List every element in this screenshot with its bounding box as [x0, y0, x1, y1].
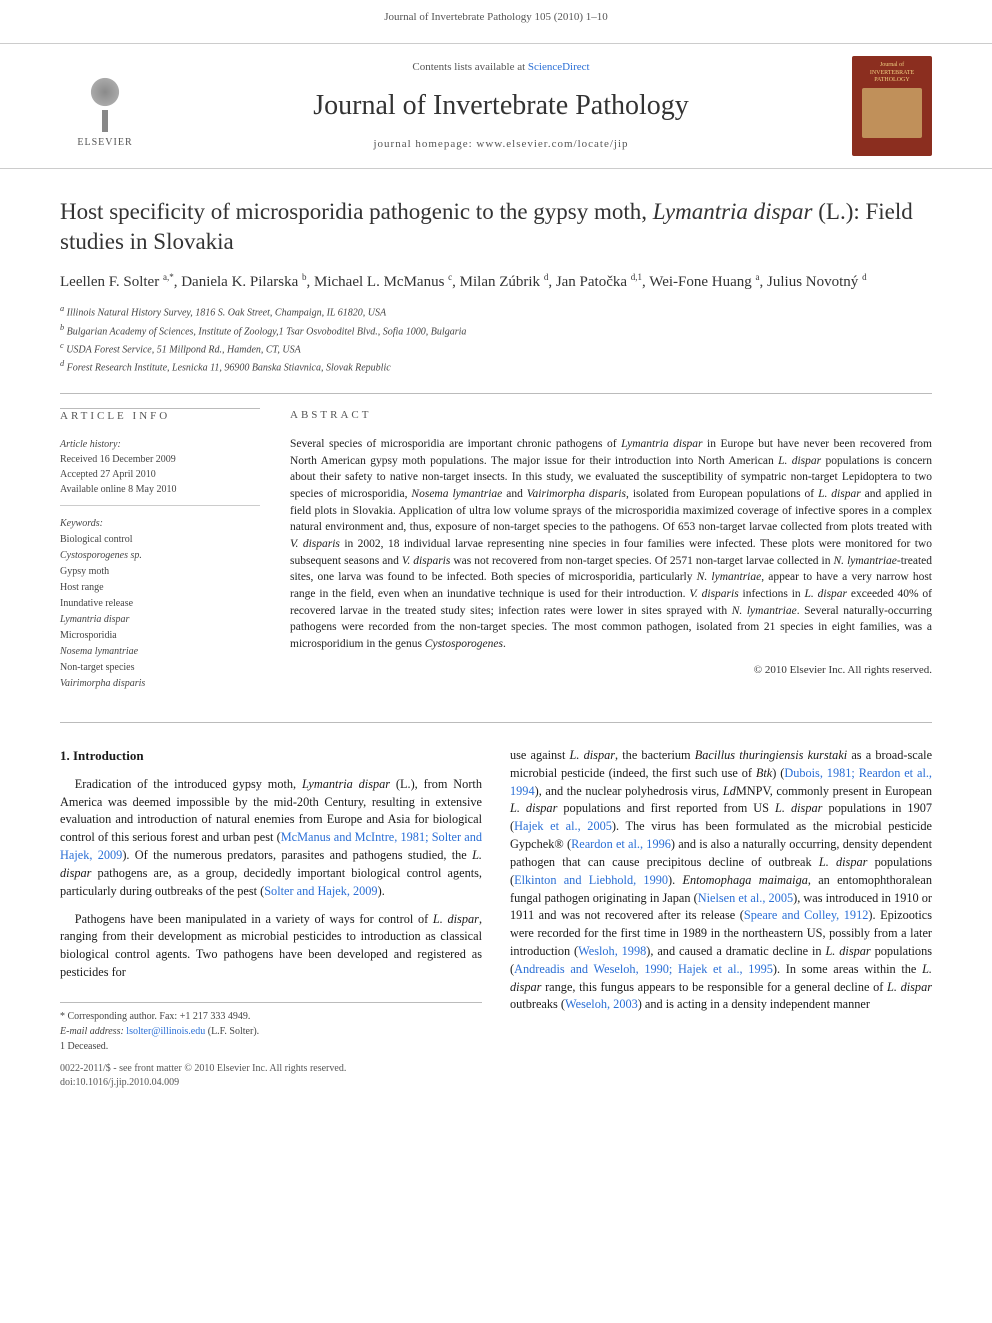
- title-italic: Lymantria dispar: [653, 199, 813, 224]
- keyword: Inundative release: [60, 596, 260, 612]
- keyword: Non-target species: [60, 660, 260, 676]
- email-line: E-mail address: lsolter@illinois.edu (L.…: [60, 1024, 482, 1039]
- footer-meta: 0022-2011/$ - see front matter © 2010 El…: [0, 1054, 992, 1110]
- contents-line: Contents lists available at ScienceDirec…: [170, 60, 832, 75]
- online-date: Available online 8 May 2010: [60, 482, 260, 497]
- affiliation-line: d Forest Research Institute, Lesnicka 11…: [60, 358, 932, 375]
- citation-link[interactable]: Solter and Hajek, 2009: [264, 884, 377, 898]
- intro-p2: Pathogens have been manipulated in a var…: [60, 911, 482, 982]
- keyword: Microsporidia: [60, 628, 260, 644]
- article-info-label: ARTICLE INFO: [60, 409, 260, 424]
- abstract-label: ABSTRACT: [290, 408, 932, 423]
- authors-line: Leellen F. Solter a,*, Daniela K. Pilars…: [60, 271, 932, 293]
- keyword: Cystosporogenes sp.: [60, 548, 260, 564]
- article-info: ARTICLE INFO Article history: Received 1…: [60, 408, 260, 691]
- title-part1: Host specificity of microsporidia pathog…: [60, 199, 653, 224]
- body-columns: 1. Introduction Eradication of the intro…: [60, 747, 932, 1054]
- keywords-block: Keywords: Biological controlCystosporoge…: [60, 516, 260, 692]
- accepted-date: Accepted 27 April 2010: [60, 467, 260, 482]
- article-history: Article history: Received 16 December 20…: [60, 437, 260, 506]
- citation-link[interactable]: Elkinton and Liebhold, 1990: [514, 873, 668, 887]
- section-rule: [60, 722, 932, 723]
- email-label: E-mail address:: [60, 1026, 126, 1037]
- corr-author-note: * Corresponding author. Fax: +1 217 333 …: [60, 1009, 482, 1024]
- front-matter-line: 0022-2011/$ - see front matter © 2010 El…: [60, 1062, 932, 1076]
- keyword: Host range: [60, 580, 260, 596]
- article-title: Host specificity of microsporidia pathog…: [60, 197, 932, 257]
- journal-name: Journal of Invertebrate Pathology: [170, 86, 832, 125]
- abstract: ABSTRACT Several species of microsporidi…: [290, 408, 932, 691]
- publisher-logo-block: ELSEVIER: [60, 62, 150, 150]
- citation-link[interactable]: Wesloh, 1998: [578, 944, 646, 958]
- keyword: Vairimorpha disparis: [60, 676, 260, 692]
- citation-link[interactable]: Nielsen et al., 2005: [698, 891, 793, 905]
- citation-link[interactable]: Dubois, 1981; Reardon et al., 1994: [510, 766, 932, 798]
- journal-cover-thumb: Journal of INVERTEBRATE PATHOLOGY: [852, 56, 932, 156]
- intro-heading: 1. Introduction: [60, 747, 482, 766]
- citation-link[interactable]: Andreadis and Weseloh, 1990; Hajek et al…: [514, 962, 773, 976]
- cover-title: Journal of INVERTEBRATE PATHOLOGY: [870, 62, 914, 84]
- footnotes: * Corresponding author. Fax: +1 217 333 …: [60, 1002, 482, 1054]
- column-left: 1. Introduction Eradication of the intro…: [60, 747, 482, 1054]
- masthead-center: Contents lists available at ScienceDirec…: [170, 60, 832, 152]
- deceased-note: 1 Deceased.: [60, 1039, 482, 1054]
- citation-link[interactable]: Hajek et al., 2005: [514, 819, 612, 833]
- citation-link[interactable]: Reardon et al., 1996: [571, 837, 671, 851]
- column-right: use against L. dispar, the bacterium Bac…: [510, 747, 932, 1054]
- intro-p3: use against L. dispar, the bacterium Bac…: [510, 747, 932, 1014]
- contents-prefix: Contents lists available at: [412, 61, 527, 73]
- affiliation-line: c USDA Forest Service, 51 Millpond Rd., …: [60, 340, 932, 357]
- sciencedirect-link[interactable]: ScienceDirect: [528, 61, 590, 73]
- masthead: ELSEVIER Contents lists available at Sci…: [0, 43, 992, 169]
- citation-link[interactable]: Weseloh, 2003: [565, 997, 638, 1011]
- journal-homepage: journal homepage: www.elsevier.com/locat…: [170, 137, 832, 152]
- keyword: Nosema lymantriae: [60, 644, 260, 660]
- affiliation-line: a Illinois Natural History Survey, 1816 …: [60, 303, 932, 320]
- corr-email-link[interactable]: lsolter@illinois.edu: [126, 1026, 205, 1037]
- keyword: Lymantria dispar: [60, 612, 260, 628]
- history-label: Article history:: [60, 437, 260, 452]
- citation-link[interactable]: McManus and McIntre, 1981;: [281, 830, 432, 844]
- abstract-text: Several species of microsporidia are imp…: [290, 436, 932, 653]
- keyword: Gypsy moth: [60, 564, 260, 580]
- keyword: Biological control: [60, 532, 260, 548]
- elsevier-tree-icon: [70, 62, 140, 132]
- intro-p1: Eradication of the introduced gypsy moth…: [60, 776, 482, 901]
- affiliation-line: b Bulgarian Academy of Sciences, Institu…: [60, 322, 932, 339]
- email-who: (L.F. Solter).: [205, 1026, 259, 1037]
- keywords-label: Keywords:: [60, 516, 260, 532]
- copyright-line: © 2010 Elsevier Inc. All rights reserved…: [290, 663, 932, 678]
- publisher-label: ELSEVIER: [77, 136, 132, 150]
- received-date: Received 16 December 2009: [60, 452, 260, 467]
- citation-link[interactable]: Speare and Colley, 1912: [744, 908, 869, 922]
- affiliations: a Illinois Natural History Survey, 1816 …: [60, 303, 932, 375]
- cover-image-icon: [862, 88, 922, 138]
- running-head: Journal of Invertebrate Pathology 105 (2…: [0, 0, 992, 43]
- doi-line: doi:10.1016/j.jip.2010.04.009: [60, 1076, 932, 1090]
